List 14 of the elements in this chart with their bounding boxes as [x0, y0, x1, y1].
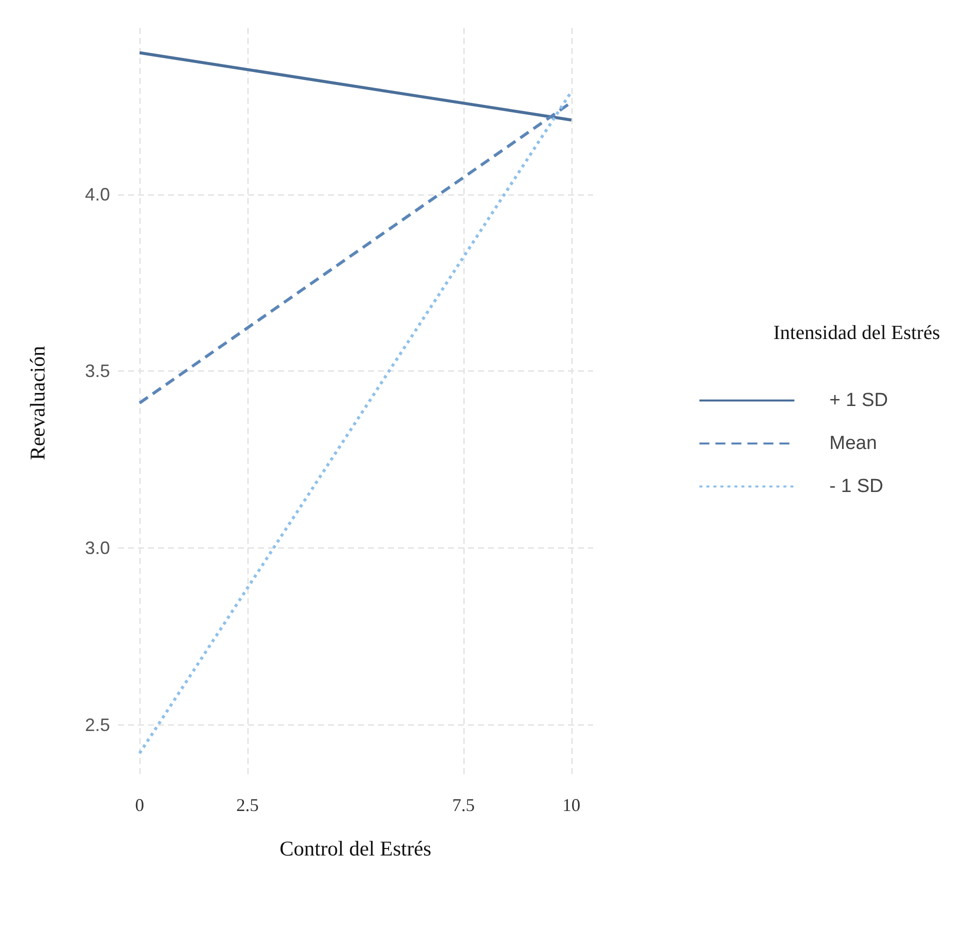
x-tick-label: 10	[562, 795, 580, 815]
legend-label: Mean	[829, 433, 877, 454]
y-tick-label: 4.0	[84, 184, 110, 204]
legend-label: - 1 SD	[829, 476, 884, 497]
x-tick-label: 0	[135, 795, 144, 815]
legend-label: + 1 SD	[829, 390, 888, 411]
legend-title: Intensidad del Estrés	[773, 322, 940, 344]
y-tick-label: 3.0	[84, 538, 110, 558]
y-axis-title: Reevaluación	[26, 345, 50, 460]
y-tick-label: 2.5	[84, 714, 110, 735]
x-tick-label: 7.5	[452, 795, 475, 815]
y-tick-label: 3.5	[84, 361, 110, 382]
x-tick-label: 2.5	[236, 795, 259, 815]
x-axis-title: Control del Estrés	[280, 836, 432, 860]
